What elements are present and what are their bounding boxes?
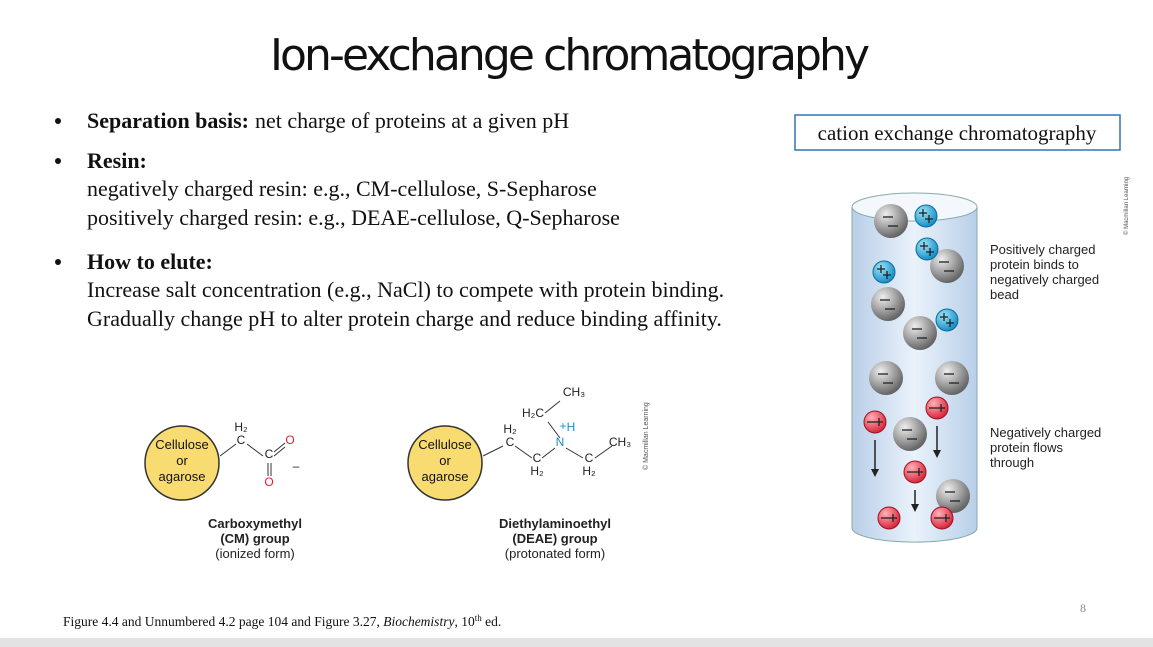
page-number: 8 (1080, 601, 1086, 615)
atom-label: N (556, 435, 565, 449)
atom-label: H₂ (234, 420, 248, 434)
bullet-label: How to elute: (87, 249, 213, 274)
footer-text: Biochemistry (383, 614, 454, 629)
structure-caption: (CM) group (220, 531, 289, 546)
atom-label: C (585, 451, 594, 465)
atom-label: C (265, 447, 274, 461)
flow-label: protein flows (990, 440, 1063, 455)
flow-label: Negatively charged (990, 425, 1101, 440)
positive-protein (935, 308, 959, 332)
atom-label: H₂ (582, 464, 596, 478)
bead-label: Cellulose (155, 437, 208, 452)
callout: cation exchange chromatography (818, 121, 1097, 145)
atom-label: H₂ (530, 464, 544, 478)
bullet-text: positively charged resin: e.g., DEAE-cel… (87, 205, 620, 230)
bond (219, 443, 237, 457)
bond (273, 446, 286, 457)
atom-label: – (293, 459, 300, 473)
bullet: Separation basis: net charge of proteins … (87, 108, 569, 133)
bond (482, 445, 504, 457)
atom-label: + (559, 419, 566, 433)
bullet-text: Gradually change pH to alter protein cha… (87, 306, 722, 331)
bead-label: Cellulose (418, 437, 471, 452)
footer-text: th (475, 613, 483, 623)
resin-bead (936, 479, 970, 513)
positive-protein (872, 260, 896, 284)
footer: Figure 4.4 and Unnumbered 4.2 page 104 a… (63, 613, 501, 629)
atom-label: C (506, 435, 515, 449)
bullet-text: negatively charged resin: e.g., CM-cellu… (87, 176, 597, 201)
atom-label: O (285, 433, 294, 447)
resin-bead (903, 316, 937, 350)
bottom-bar (0, 638, 1153, 647)
bound-label: bead (990, 287, 1019, 302)
bead-label: or (439, 453, 451, 468)
bullet-dot (55, 118, 61, 124)
resin-bead (935, 361, 969, 395)
bullet-label: Resin: (87, 148, 147, 173)
footer-text: ed. (482, 614, 502, 629)
bullet: How to elute: (87, 249, 213, 274)
bullet: Resin: (87, 148, 147, 173)
bond (544, 400, 561, 414)
credit: © Macmillan Learning (1123, 177, 1130, 235)
structure-caption: Diethylaminoethyl (499, 516, 611, 531)
credit: © Macmillan Learning (642, 402, 650, 470)
bond (514, 445, 533, 459)
title: Ion-exchange chromatography (270, 30, 870, 81)
cellulose-bead (407, 425, 483, 501)
structure-caption: (DEAE) group (512, 531, 597, 546)
atom-label: O (264, 475, 273, 489)
bond (273, 442, 286, 453)
bound-label: negatively charged (990, 272, 1099, 287)
atom-label: CH₃ (563, 385, 585, 399)
flow-arrow-head (911, 504, 919, 512)
column-top (851, 192, 978, 222)
column-diagram (851, 192, 978, 543)
bullet-text: Increase salt concentration (e.g., NaCl)… (87, 277, 724, 302)
atom-label: H₂ (503, 422, 517, 436)
bond (541, 447, 556, 459)
bead-label: or (176, 453, 188, 468)
flow-label: through (990, 455, 1034, 470)
bead-label: agarose (159, 469, 206, 484)
bead-label: agarose (422, 469, 469, 484)
structure-caption: (protonated form) (505, 546, 605, 561)
flow-arrow-head (933, 450, 941, 458)
cellulose-bead (144, 425, 220, 501)
callout-box (794, 114, 1121, 151)
footer-text: Figure 4.4 and Unnumbered 4.2 page 104 a… (63, 614, 383, 629)
positive-protein (914, 204, 938, 228)
resin-bead (930, 249, 964, 283)
bullet-text: net charge of proteins at a given pH (255, 108, 569, 133)
structure-caption: (ionized form) (215, 546, 294, 561)
resin-bead (871, 287, 905, 321)
atom-label: H₂C (522, 406, 544, 420)
bond (565, 447, 584, 459)
resin-bead (869, 361, 903, 395)
bound-label: protein binds to (990, 257, 1079, 272)
resin-bead (874, 204, 908, 238)
atom-label: CH₃ (609, 435, 631, 449)
footer-text: , 10 (454, 614, 475, 629)
bond (594, 445, 613, 459)
atom-label: C (533, 451, 542, 465)
positive-protein (915, 237, 939, 261)
bullet-dot (55, 259, 61, 265)
bond (547, 421, 561, 439)
bound-label: Positively charged (990, 242, 1096, 257)
atom-label: C (237, 433, 246, 447)
resin-bead (893, 417, 927, 451)
bullet-dot (55, 158, 61, 164)
bullet-label: Separation basis: (87, 108, 249, 133)
bond (246, 443, 264, 457)
flow-arrow-head (871, 469, 879, 477)
atom-label: H (567, 420, 576, 434)
structure-caption: Carboxymethyl (208, 516, 302, 531)
